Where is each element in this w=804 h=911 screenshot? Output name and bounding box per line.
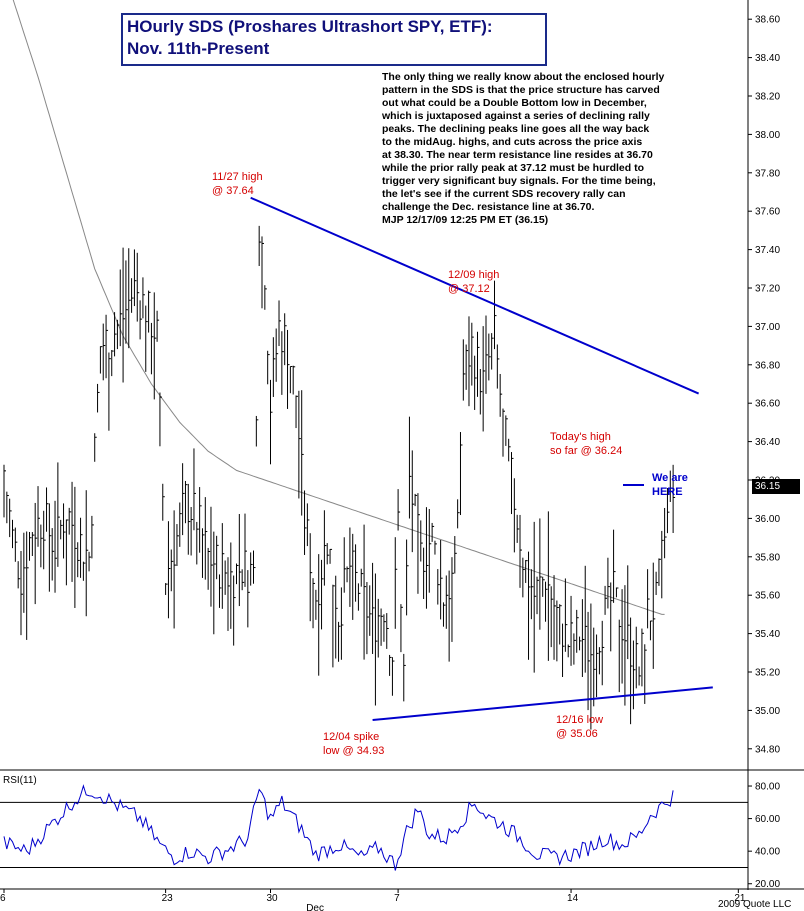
commentary-block: The only thing we really know about the …: [381, 71, 665, 226]
price-y-tick-label: 36.00: [755, 514, 780, 525]
annotation-today-high-line1: Today's high: [550, 431, 611, 443]
price-bars-layer: [3, 225, 676, 730]
commentary-line: The only thing we really know about the …: [382, 71, 665, 83]
price-y-tick-label: 35.00: [755, 706, 780, 717]
annotation-we-are-here-line2: HERE: [652, 486, 683, 498]
price-y-tick-label: 38.20: [755, 92, 780, 103]
rsi-line: [3, 784, 674, 871]
commentary-line: MJP 12/17/09 12:25 PM ET (36.15): [382, 214, 548, 226]
rsi-panel: [0, 801, 804, 890]
copyright-label: 2009 Quote LLC: [718, 899, 791, 910]
rsi-y-tick-label: 40.00: [755, 847, 780, 858]
price-y-tick-label: 38.00: [755, 130, 780, 141]
rsi-y-tick-label: 60.00: [755, 814, 780, 825]
annotation-1209-high-line2: @ 37.12: [448, 283, 490, 295]
commentary-line: out what could be a Double Bottom low in…: [382, 97, 647, 109]
price-y-tick-label: 37.20: [755, 284, 780, 295]
commentary-line: while the prior rally peak at 37.12 must…: [381, 162, 644, 174]
rsi-y-tick-label: 20.00: [755, 879, 780, 890]
annotation-1204-spike-line1: 12/04 spike: [323, 731, 379, 743]
x-tick-label: 21: [734, 893, 746, 904]
annotation-1204-spike-line2: low @ 34.93: [323, 745, 384, 757]
annotation-1216-low-line2: @ 35.06: [556, 728, 598, 740]
chart-title-line2: Nov. 11th-Present: [127, 39, 270, 58]
price-panel: [0, 0, 804, 890]
price-y-tick-label: 36.80: [755, 360, 780, 371]
price-y-tick-label: 34.80: [755, 744, 780, 755]
price-y-tick-label: 38.40: [755, 53, 780, 64]
x-month-label: Dec: [306, 903, 324, 911]
price-y-tick-label: 37.40: [755, 245, 780, 256]
chart-title-box: HOurly SDS (Proshares Ultrashort SPY, ET…: [121, 13, 547, 66]
x-tick-label: 30: [267, 893, 279, 904]
commentary-line: trigger very significant buy signals. Fo…: [382, 175, 656, 187]
x-tick-label: 23: [162, 893, 174, 904]
commentary-line: peaks. The declining peaks line goes all…: [382, 123, 649, 135]
price-y-tick-label: 35.40: [755, 629, 780, 640]
trendline-declining-peaks: [250, 196, 700, 395]
commentary-line: the let's see if the current SDS recover…: [382, 188, 626, 200]
annotation-1127-high-line2: @ 37.64: [212, 185, 254, 197]
price-y-tick-label: 35.20: [755, 668, 780, 679]
annotations: 11/27 high @ 37.64 12/09 high @ 37.12 To…: [212, 171, 688, 757]
price-y-tick-label: 36.60: [755, 399, 780, 410]
trendlines-layer: [250, 196, 713, 721]
annotation-1216-low-line1: 12/16 low: [556, 714, 603, 726]
rsi-label: RSI(11): [3, 775, 37, 786]
x-tick-label: 7: [394, 893, 400, 904]
x-tick-label: 6: [0, 893, 6, 904]
commentary-line: at 38.30. The near term resistance line …: [382, 149, 653, 161]
chart-title-line1: HOurly SDS (Proshares Ultrashort SPY, ET…: [127, 17, 493, 36]
current-price-tag: 36.15: [752, 479, 800, 494]
commentary-line: to the midAug. highs, and cuts across th…: [382, 136, 642, 148]
trendline-support: [372, 686, 713, 721]
annotation-1127-high-line1: 11/27 high: [212, 171, 263, 183]
price-y-tick-label: 37.80: [755, 168, 780, 179]
commentary-line: which is juxtaposed against a series of …: [381, 110, 650, 122]
price-y-tick-label: 38.60: [755, 15, 780, 26]
annotation-today-high-line2: so far @ 36.24: [550, 445, 622, 457]
commentary-line: pattern in the SDS is that the price str…: [382, 84, 660, 96]
price-y-tick-label: 36.40: [755, 437, 780, 448]
commentary-line: challenge the Dec. resistance line at 36…: [382, 201, 595, 213]
price-y-tick-label: 37.60: [755, 207, 780, 218]
rsi-line-layer: [3, 784, 674, 871]
annotation-1209-high-line1: 12/09 high: [448, 269, 499, 281]
annotation-we-are-here-line1: We are: [652, 472, 688, 484]
x-tick-label: 14: [567, 893, 579, 904]
price-y-tick-label: 37.00: [755, 322, 780, 333]
price-y-tick-label: 35.60: [755, 591, 780, 602]
price-y-tick-label: 35.80: [755, 552, 780, 563]
rsi-y-tick-label: 80.00: [755, 782, 780, 793]
